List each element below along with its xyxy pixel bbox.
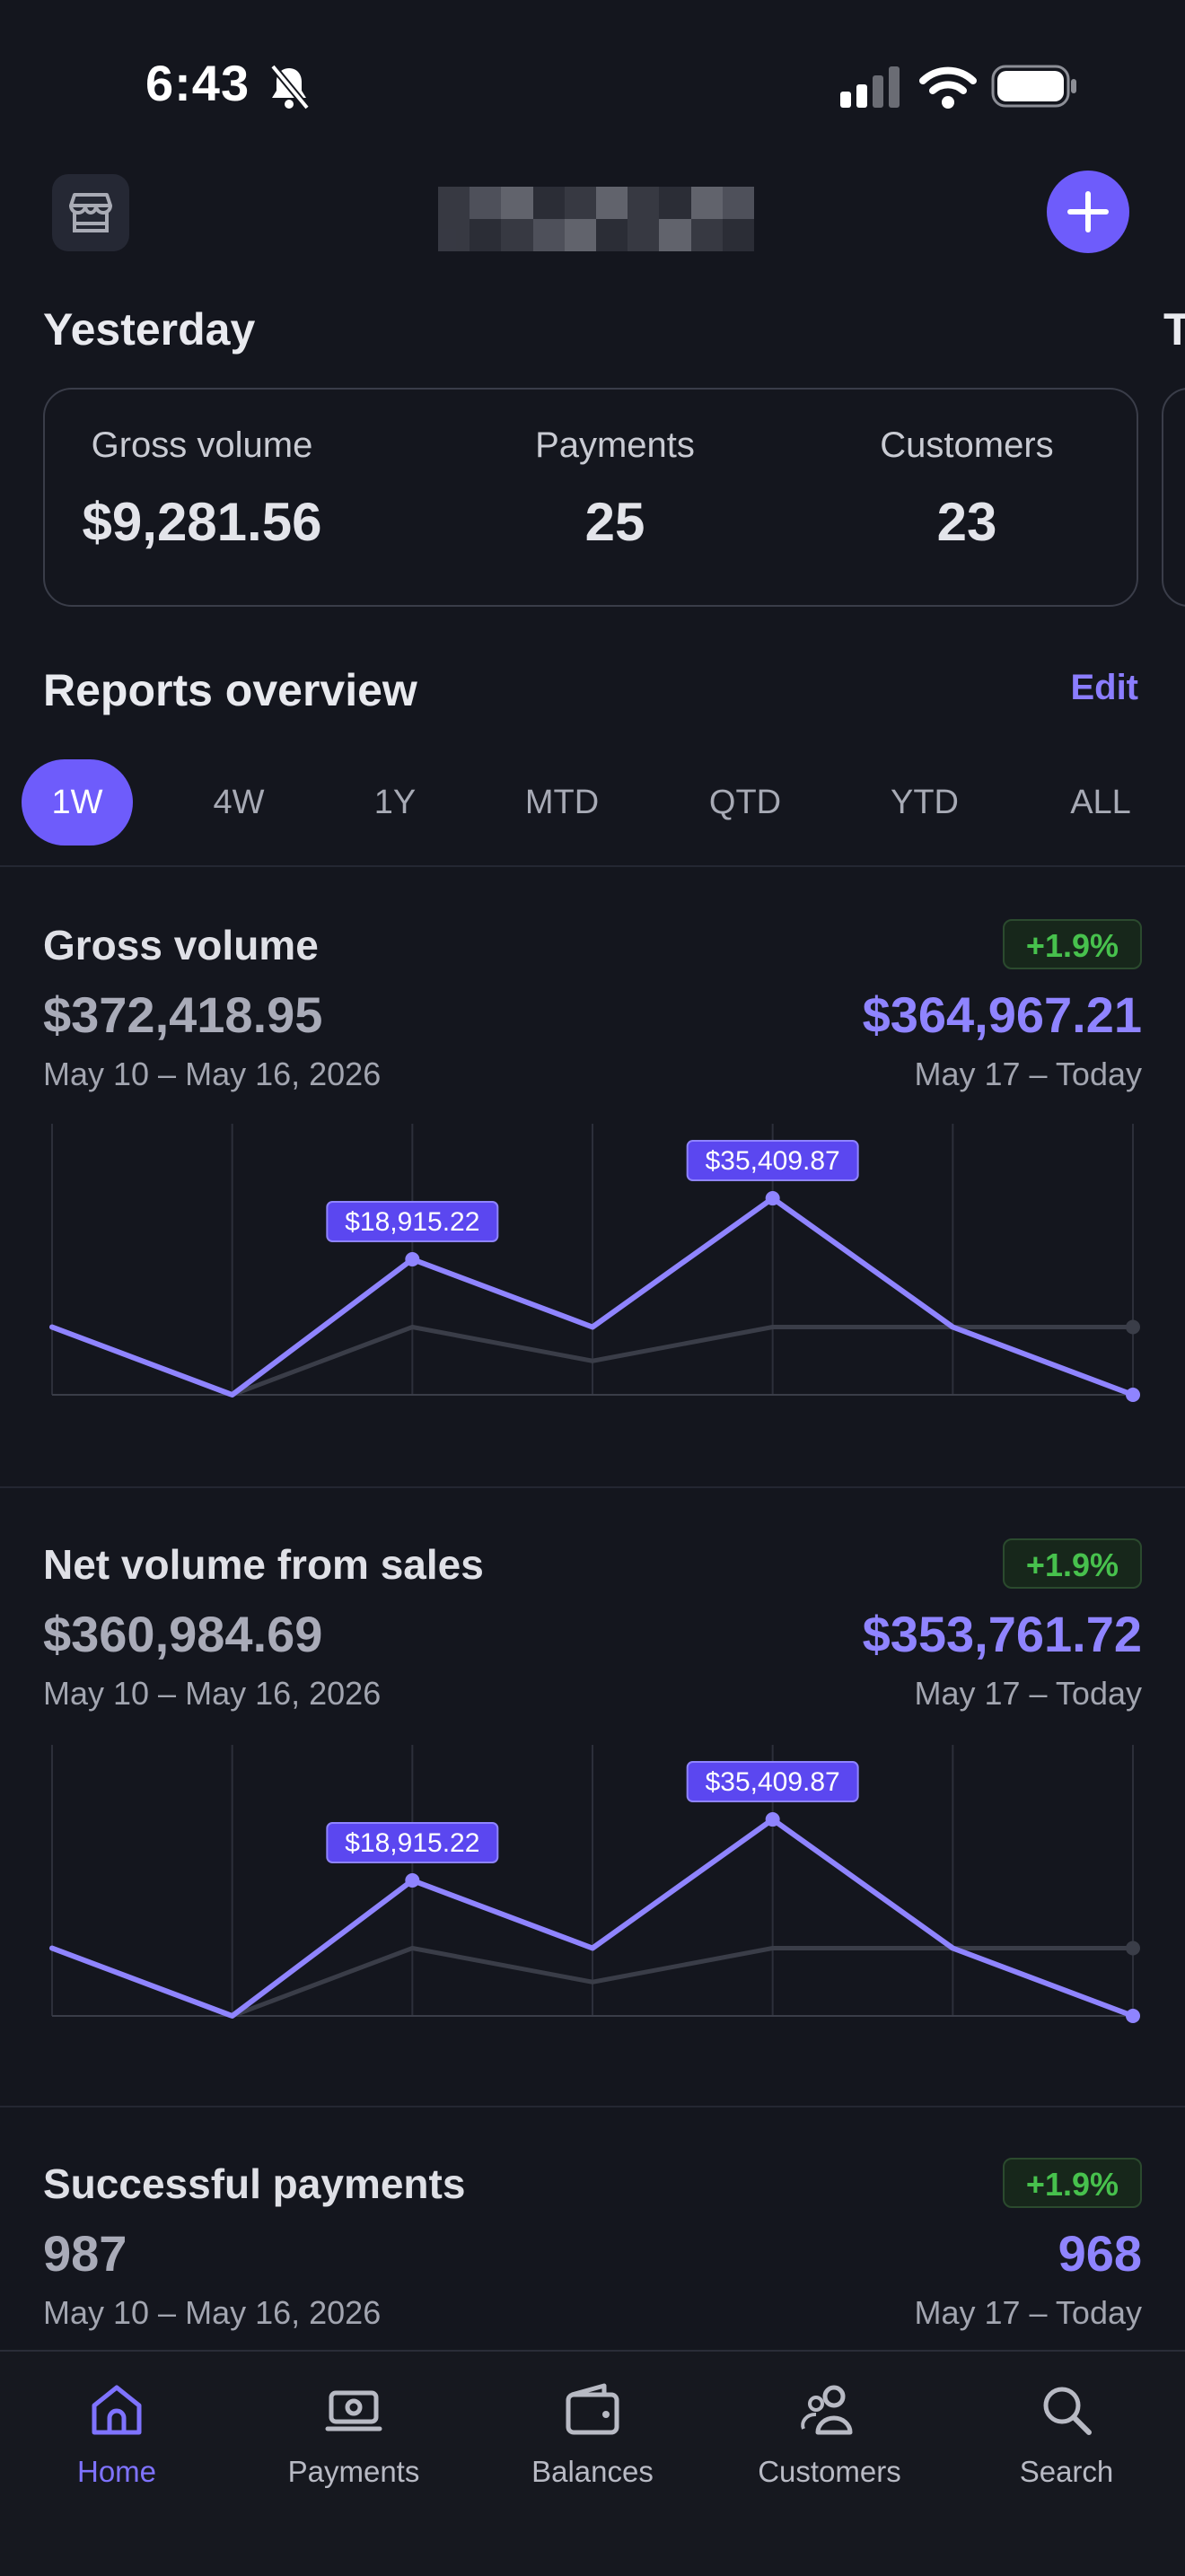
nav-label: Home [76, 2455, 157, 2488]
period-tabs: 1W 4W 1Y MTD QTD YTD ALL [0, 759, 1185, 846]
current-period-range: May 17 – Today [914, 1056, 1143, 1092]
nav-search[interactable]: Search [968, 2379, 1165, 2489]
plus-icon [1067, 191, 1109, 232]
data-point [765, 1191, 780, 1206]
data-label: $18,915.22 [326, 1201, 499, 1242]
add-button[interactable] [1047, 171, 1129, 253]
next-summary-card-peek[interactable] [1162, 388, 1185, 607]
current-period-line [49, 1196, 1136, 1398]
metric-payments: Payments 25 [525, 425, 705, 553]
data-label-box [326, 1822, 499, 1863]
edit-reports-button[interactable]: Edit [1070, 668, 1138, 707]
previous-period-value: $372,418.95 [43, 986, 323, 1043]
nav-home[interactable]: Home [18, 2379, 215, 2489]
current-end-point [1126, 1388, 1140, 1402]
signal-icon [840, 66, 900, 108]
wifi-icon [919, 66, 977, 109]
previous-period-range: May 10 – May 16, 2026 [43, 2294, 382, 2331]
data-label-box [326, 1201, 499, 1242]
tab-1y[interactable]: 1Y [373, 784, 417, 821]
nav-customers[interactable]: Customers [731, 2379, 928, 2489]
nav-label: Search [1019, 2455, 1114, 2488]
metric-label: Customers [880, 425, 1054, 465]
current-period-value: $353,761.72 [862, 1606, 1142, 1662]
bottom-navigation: Home Payments Balances Customers Sea [0, 2350, 1185, 2576]
data-label-text: $18,915.22 [345, 1207, 479, 1237]
data-point [765, 1812, 780, 1827]
metric-customers: Customers 23 [864, 425, 1070, 553]
data-point [405, 1252, 420, 1266]
tab-qtd[interactable]: QTD [708, 784, 782, 821]
data-point [405, 1873, 420, 1888]
current-period-range: May 17 – Today [914, 1675, 1143, 1712]
tab-ytd[interactable]: YTD [891, 784, 959, 821]
nav-balances[interactable]: Balances [494, 2379, 691, 2489]
data-label-box [686, 1761, 859, 1803]
current-period-line [49, 1817, 1136, 2019]
data-label: $35,409.87 [686, 1140, 859, 1182]
account-name-redacted [438, 187, 754, 251]
nav-payments[interactable]: Payments [255, 2379, 452, 2489]
store-button[interactable] [52, 174, 129, 251]
current-period-value: $364,967.21 [862, 986, 1142, 1043]
wallet-icon [566, 2383, 619, 2435]
previous-period-value: 987 [43, 2225, 127, 2282]
data-label-text: $35,409.87 [706, 1146, 840, 1176]
yesterday-title: Yesterday [43, 304, 256, 355]
previous-period-value: $360,984.69 [43, 1606, 323, 1662]
data-label-text: $35,409.87 [706, 1767, 840, 1797]
report-successful-payments[interactable]: Successful payments +1.9% 987 968 May 10… [0, 2107, 1185, 2350]
metric-value: 25 [584, 492, 645, 552]
previous-period-range: May 10 – May 16, 2026 [43, 1675, 382, 1712]
reports-overview-title: Reports overview [43, 665, 417, 715]
nav-label: Payments [287, 2455, 420, 2488]
gross-volume-chart: $18,915.22 $35,409.87 [49, 1124, 1140, 1402]
change-badge: +1.9% [1002, 1538, 1142, 1589]
metric-label: Payments [535, 425, 695, 465]
next-card-title-peek: T [1163, 304, 1185, 355]
previous-period-range: May 10 – May 16, 2026 [43, 1056, 382, 1092]
tab-mtd[interactable]: MTD [524, 784, 600, 821]
search-icon [1043, 2387, 1092, 2435]
tab-1w[interactable]: 1W [22, 759, 133, 846]
current-period-range: May 17 – Today [914, 2294, 1143, 2331]
change-badge: +1.9% [1002, 2158, 1142, 2208]
data-label-box [686, 1140, 859, 1182]
report-title: Net volume from sales [43, 1541, 484, 1588]
nav-label: Customers [758, 2455, 901, 2488]
metric-value: 23 [936, 492, 997, 552]
battery-icon [991, 65, 1076, 108]
metric-gross-volume: Gross volume $9,281.56 [81, 425, 323, 553]
nav-label: Balances [531, 2455, 654, 2488]
data-label-text: $18,915.22 [345, 1828, 479, 1858]
divider [0, 865, 1185, 867]
data-label: $18,915.22 [326, 1822, 499, 1863]
tab-4w[interactable]: 4W [213, 784, 265, 821]
change-badge: +1.9% [1002, 919, 1142, 969]
net-volume-chart: $18,915.22 $35,409.87 [49, 1745, 1140, 2023]
metric-value: $9,281.56 [82, 492, 322, 552]
tab-all[interactable]: ALL [1070, 784, 1131, 821]
metric-label: Gross volume [91, 425, 313, 465]
data-label: $35,409.87 [686, 1761, 859, 1803]
report-title: Successful payments [43, 2160, 466, 2207]
home-icon [92, 2385, 142, 2435]
yesterday-summary-card[interactable]: Gross volume $9,281.56 Payments 25 Custo… [43, 388, 1138, 607]
current-period-value: 968 [1058, 2225, 1142, 2282]
current-end-point [1126, 2009, 1140, 2023]
status-time: 6:43 [145, 55, 250, 111]
previous-end-point [1126, 1319, 1140, 1335]
divider [0, 2106, 1185, 2107]
storefront-icon [69, 193, 112, 232]
report-title: Gross volume [43, 922, 319, 968]
customers-icon [801, 2385, 853, 2435]
report-net-volume[interactable]: Net volume from sales +1.9% $360,984.69 … [0, 1488, 1185, 2107]
payments-icon [325, 2390, 382, 2431]
divider [0, 1486, 1185, 1488]
previous-end-point [1126, 1941, 1140, 1956]
bell-slash-icon [269, 64, 311, 110]
report-gross-volume[interactable]: Gross volume +1.9% $372,418.95 $364,967.… [0, 867, 1185, 1486]
